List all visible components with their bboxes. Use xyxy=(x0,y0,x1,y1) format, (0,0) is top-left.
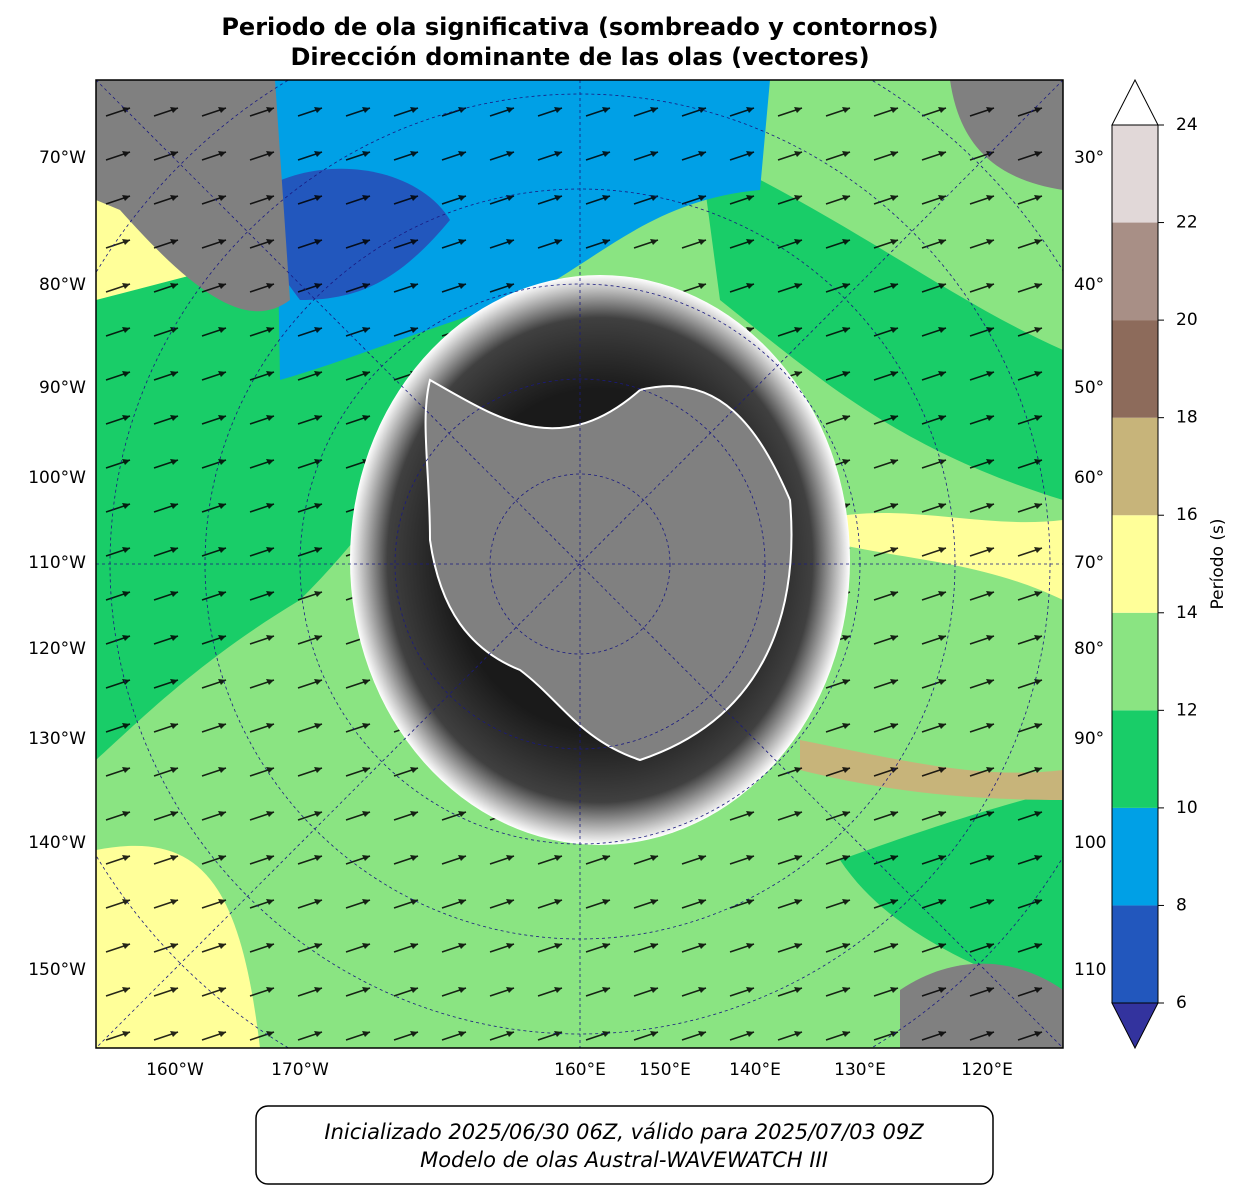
lon-label: 170°W xyxy=(271,1060,329,1080)
colorbar-bin xyxy=(1112,222,1158,321)
graticule xyxy=(96,80,1063,1048)
colorbar-bin xyxy=(1112,320,1158,418)
colorbar-bin xyxy=(1112,710,1158,808)
lon-label: 150°E xyxy=(639,1060,691,1080)
lon-label: 150°W xyxy=(28,960,86,980)
lon-label: 130°E xyxy=(834,1060,886,1080)
lon-label: 100 xyxy=(1074,833,1106,853)
colorbar-over xyxy=(1111,78,1159,126)
map xyxy=(96,80,1063,1048)
footer-line: Modelo de olas Austral-WAVEWATCH III xyxy=(420,1148,828,1172)
lon-label: 130°W xyxy=(28,729,86,749)
colorbar-tick-label: 8 xyxy=(1176,895,1187,915)
colorbar-frame xyxy=(1111,124,1159,1004)
colorbar-tick-label: 18 xyxy=(1176,408,1198,428)
antarctica xyxy=(424,378,793,762)
colorbar-bin xyxy=(1112,417,1158,516)
title-line: Dirección dominante de las olas (vectore… xyxy=(290,43,869,71)
lon-label: 160°E xyxy=(554,1060,606,1080)
colorbar-tick-label: 20 xyxy=(1176,310,1198,330)
lon-label: 160°W xyxy=(146,1060,204,1080)
lon-label: 30° xyxy=(1074,148,1104,168)
lon-label: 50° xyxy=(1074,378,1104,398)
colorbar-tick-label: 24 xyxy=(1176,115,1198,135)
lon-label: 80°W xyxy=(39,275,86,295)
footer-line: Inicializado 2025/06/30 06Z, válido para… xyxy=(324,1120,924,1144)
colorbar-bin xyxy=(1112,905,1158,1003)
lon-label: 110°W xyxy=(28,553,86,573)
lon-label: 100°W xyxy=(28,468,86,488)
lon-label: 80° xyxy=(1074,639,1104,659)
lon-label: 90°W xyxy=(39,378,86,398)
colorbar-under xyxy=(1111,1002,1159,1050)
colorbar-tick-label: 12 xyxy=(1176,700,1198,720)
colorbar-label: Período (s) xyxy=(1208,519,1228,610)
colorbar-tick-label: 16 xyxy=(1176,505,1198,525)
lon-label: 70° xyxy=(1074,553,1104,573)
title-line: Periodo de ola significativa (sombreado … xyxy=(221,13,938,41)
colorbar-bin xyxy=(1112,125,1158,223)
footer-box xyxy=(255,1105,994,1185)
lon-label: 120°W xyxy=(28,639,86,659)
lon-label: 40° xyxy=(1074,275,1104,295)
colorbar-tick-label: 6 xyxy=(1176,993,1187,1013)
lon-label: 120°E xyxy=(961,1060,1013,1080)
lon-label: 90° xyxy=(1074,729,1104,749)
lon-label: 60° xyxy=(1074,468,1104,488)
lon-label: 140°E xyxy=(729,1060,781,1080)
colorbar-bin xyxy=(1112,612,1158,711)
lon-label: 110 xyxy=(1074,960,1106,980)
map-frame xyxy=(95,79,1064,1049)
lon-label: 70°W xyxy=(39,148,86,168)
colorbar-tick-label: 10 xyxy=(1176,798,1198,818)
colorbar-bin xyxy=(1112,807,1158,906)
lon-label: 140°W xyxy=(28,833,86,853)
colorbar-tick-label: 14 xyxy=(1176,603,1198,623)
colorbar-tick-label: 22 xyxy=(1176,213,1198,233)
colorbar-bin xyxy=(1112,515,1158,613)
